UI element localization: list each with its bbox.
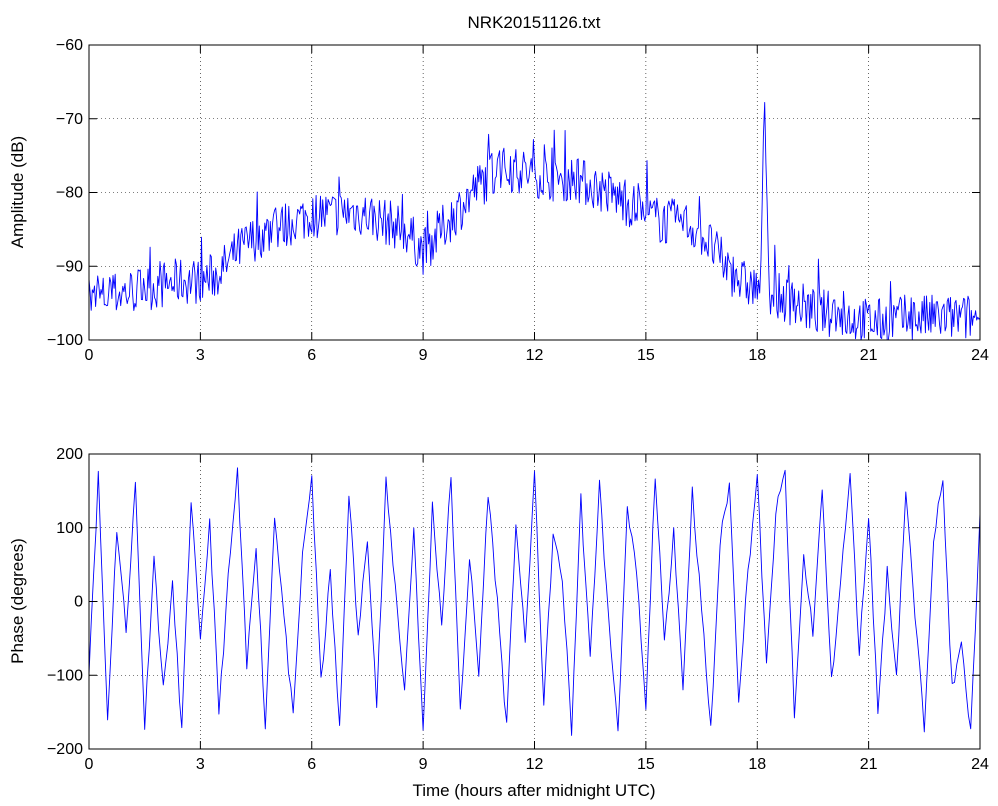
- amplitude-y-tick-label: −60: [56, 37, 83, 54]
- amplitude-grid: [89, 45, 980, 340]
- amplitude-x-tick-label: 6: [307, 347, 316, 364]
- amplitude-chart: 0 3 6 9 12 15 18 21 24 −100 −90 −80 −70 −60 NRK201511…: [8, 13, 989, 364]
- phase-x-tick-label: 12: [526, 756, 544, 773]
- phase-y-axis-label: Phase (degrees): [8, 538, 27, 664]
- phase-x-tick-label: 21: [860, 756, 878, 773]
- amplitude-x-tick-label: 18: [748, 347, 766, 364]
- amplitude-x-tick-label: 12: [526, 347, 544, 364]
- amplitude-x-tick-label: 9: [419, 347, 428, 364]
- amplitude-x-tick-label: 0: [85, 347, 94, 364]
- phase-y-tick-label: −200: [47, 741, 83, 758]
- amplitude-x-tick-label: 21: [860, 347, 878, 364]
- amplitude-y-tick-label: −80: [56, 185, 83, 202]
- amplitude-x-tick-label: 15: [637, 347, 655, 364]
- phase-ticks: 0 3 6 9 12 15 18 21 24 −200 −100 0 100 200: [47, 446, 989, 773]
- chart-title: NRK20151126.txt: [468, 13, 601, 32]
- phase-x-tick-label: 15: [637, 756, 655, 773]
- amplitude-ticks: 0 3 6 9 12 15 18 21 24 −100 −90 −80 −70 −60: [47, 37, 989, 364]
- phase-plot-border: [88, 453, 981, 750]
- phase-x-tick-label: 3: [196, 756, 205, 773]
- amplitude-series-line: [88, 102, 981, 341]
- amplitude-y-tick-label: −100: [47, 332, 83, 349]
- phase-x-tick-label: 6: [307, 756, 316, 773]
- amplitude-plot-border: [88, 44, 981, 341]
- phase-x-tick-label: 0: [85, 756, 94, 773]
- phase-grid: [89, 454, 980, 749]
- phase-y-tick-label: 200: [56, 446, 83, 463]
- phase-y-tick-label: −100: [47, 667, 83, 684]
- phase-series: [88, 467, 981, 736]
- phase-y-tick-label: 100: [56, 520, 83, 537]
- amplitude-x-tick-label: 24: [971, 347, 989, 364]
- phase-x-tick-label: 24: [971, 756, 989, 773]
- amplitude-y-tick-label: −90: [56, 258, 83, 275]
- amplitude-y-tick-label: −70: [56, 111, 83, 128]
- phase-chart: 0 3 6 9 12 15 18 21 24 −200 −100 0 100 200 Time (hour…: [8, 446, 989, 800]
- phase-x-tick-label: 9: [419, 756, 428, 773]
- phase-y-tick-label: 0: [74, 594, 83, 611]
- amplitude-y-axis-label: Amplitude (dB): [8, 136, 27, 248]
- amplitude-series: [88, 102, 981, 341]
- phase-x-tick-label: 18: [748, 756, 766, 773]
- phase-x-axis-label: Time (hours after midnight UTC): [412, 781, 655, 800]
- phase-series-line: [88, 467, 981, 736]
- amplitude-x-tick-label: 3: [196, 347, 205, 364]
